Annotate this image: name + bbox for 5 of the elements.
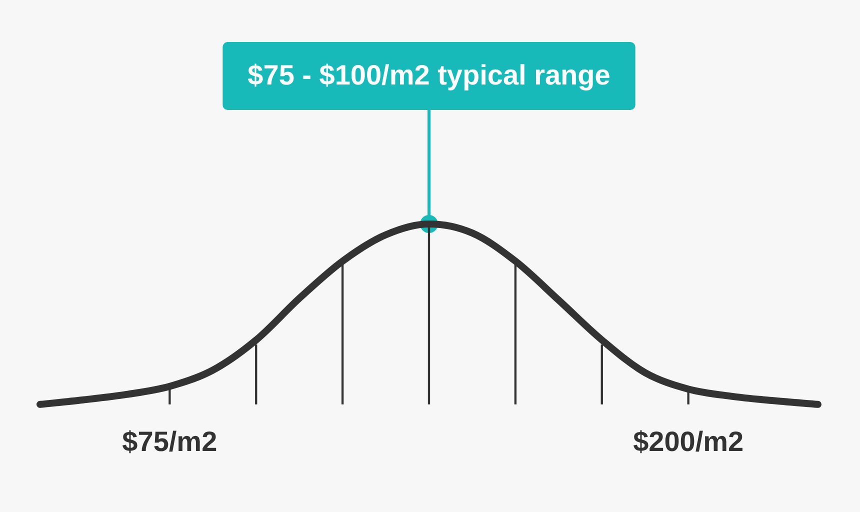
x-tick-label: $200/m2 bbox=[633, 426, 744, 457]
x-tick-label: $75/m2 bbox=[122, 426, 218, 457]
bar bbox=[255, 344, 258, 404]
annotation: $75 - $100/m2 typical range bbox=[248, 60, 610, 91]
bar bbox=[600, 344, 603, 404]
